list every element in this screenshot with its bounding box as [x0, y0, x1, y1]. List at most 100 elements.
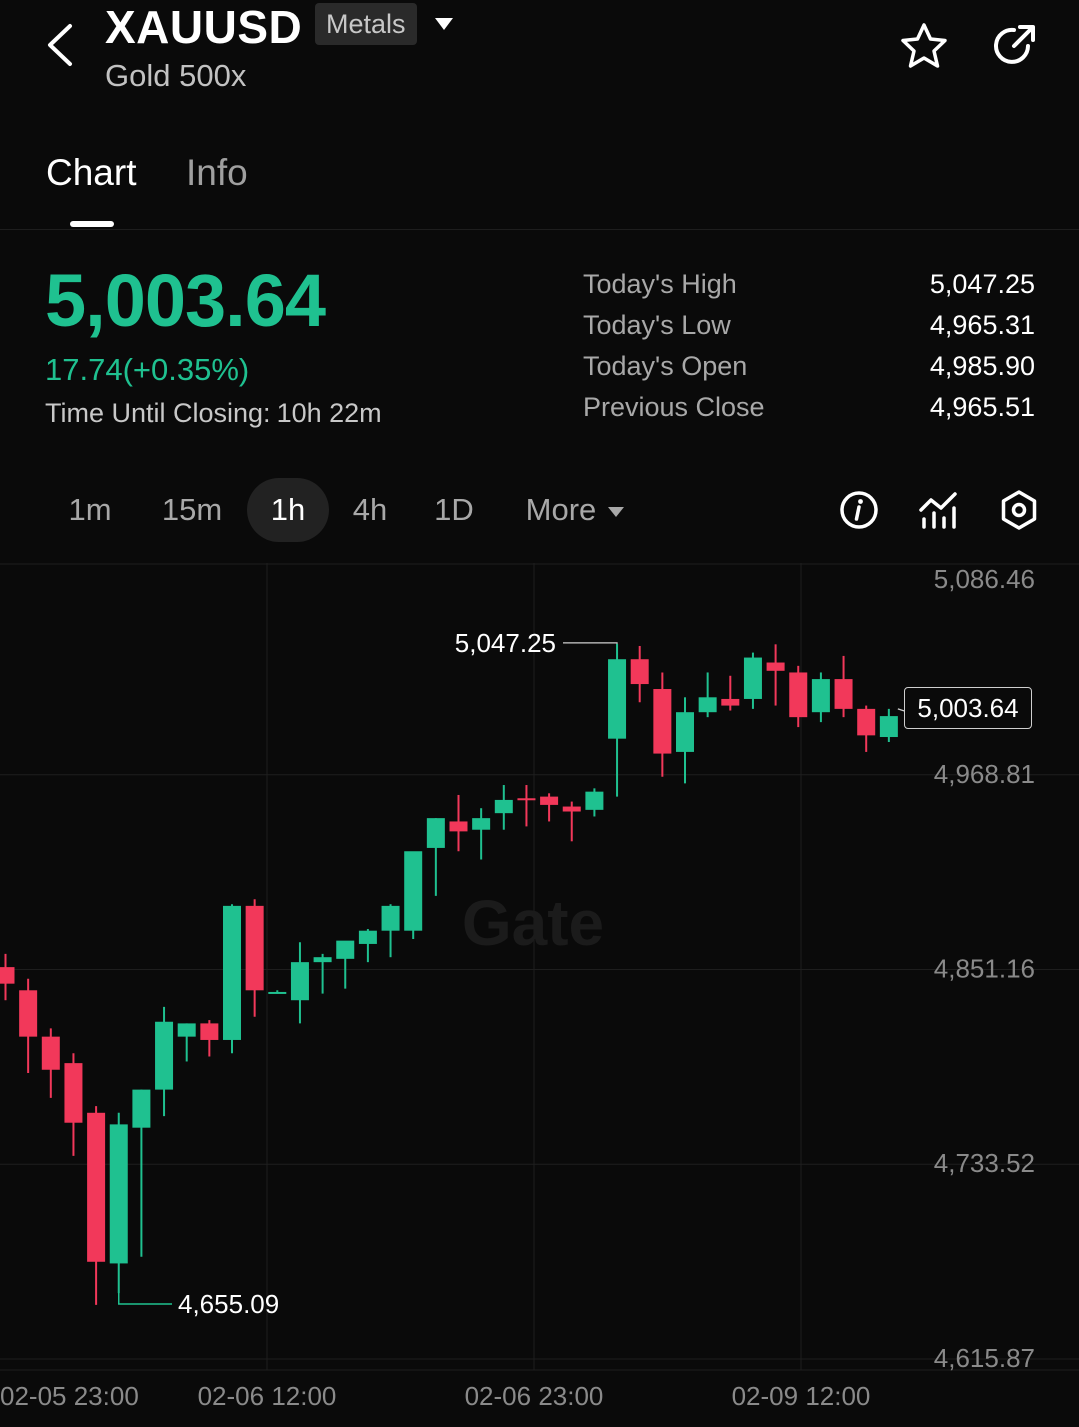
last-price-leader [897, 708, 905, 712]
back-button[interactable] [38, 20, 88, 70]
candle-body [834, 679, 853, 709]
min-price-label: 4,655.09 [178, 1289, 279, 1319]
symbol-dropdown[interactable] [432, 12, 456, 36]
candle [426, 818, 445, 896]
candle [449, 794, 468, 852]
stat-label-prev-close: Previous Close [583, 392, 765, 422]
info-icon [840, 491, 878, 529]
candle-body [223, 905, 241, 1040]
x-axis-labels: 02-05 23:00 02-06 12:00 02-06 23:00 02-09 1… [0, 1381, 870, 1411]
candle-body [608, 659, 627, 739]
candle-body [540, 796, 559, 805]
candle [404, 851, 423, 939]
max-price-label: 5,047.25 [455, 628, 556, 658]
y-tick-label: 4,968.81 [934, 759, 1035, 789]
x-tick-label: 02-05 23:00 [0, 1381, 139, 1411]
time-until-closing: Time Until Closing: 10h 22m [45, 398, 382, 429]
tab-chart[interactable]: Chart [46, 152, 137, 193]
candle-body [879, 716, 898, 738]
candle [177, 1023, 196, 1062]
share-button[interactable] [988, 20, 1040, 72]
stat-label-high: Today's High [583, 269, 737, 299]
candle-body [426, 818, 445, 848]
chart-watermark: Gate [462, 887, 604, 959]
interval-1h[interactable]: 1h [247, 478, 329, 542]
candle-body [585, 791, 604, 810]
candle-body [109, 1124, 128, 1264]
candle [358, 929, 377, 963]
candlestick-chart[interactable]: Gate 5,086.46 4,968.81 4,851.16 4,733.52 4,6… [0, 563, 1079, 1427]
candle [155, 1006, 174, 1117]
candle-body [155, 1021, 174, 1090]
interval-more[interactable]: More [510, 478, 640, 542]
caret-down-icon [435, 18, 453, 30]
candle-body [0, 967, 15, 984]
candle [41, 1028, 60, 1098]
indicators-icon [919, 492, 957, 529]
y-tick-label: 4,851.16 [934, 954, 1035, 984]
chart-annotations: 5,047.25 4,655.09 [118, 628, 905, 1319]
candle [132, 1089, 151, 1257]
price-change: 17.74(+0.35%) [45, 352, 250, 387]
category-badge: Metals [315, 3, 417, 45]
interval-4h[interactable]: 4h [352, 492, 388, 527]
caret-down-icon [608, 506, 625, 517]
candle [336, 940, 355, 989]
candle-body [177, 1023, 196, 1037]
candle-body [472, 818, 491, 830]
max-price-leader [563, 642, 618, 644]
candle-body [630, 659, 649, 685]
candle [834, 655, 853, 718]
stat-value-prev-close: 4,965.51 [929, 392, 1035, 422]
y-tick-label: 4,615.87 [934, 1343, 1035, 1373]
back-arrow-icon [48, 24, 72, 66]
candle [653, 672, 672, 777]
min-price-leader [118, 1263, 172, 1305]
candle [743, 652, 762, 709]
stat-label-open: Today's Open [583, 351, 748, 381]
candle [472, 808, 491, 860]
candle-body [313, 957, 332, 963]
interval-15m[interactable]: 15m [161, 492, 223, 527]
indicators-button[interactable] [917, 488, 961, 532]
stat-value-high: 5,047.25 [929, 269, 1035, 299]
y-axis-labels: 5,086.46 4,968.81 4,851.16 4,733.52 4,615.87 [934, 564, 1035, 1373]
candle [811, 672, 830, 723]
candle-body [358, 930, 377, 944]
tab-info[interactable]: Info [186, 152, 248, 193]
candle [64, 1053, 83, 1156]
candle [494, 785, 513, 830]
interval-1m[interactable]: 1m [68, 492, 112, 527]
candle [630, 645, 649, 703]
x-tick-label: 02-06 23:00 [465, 1381, 604, 1411]
candle-body [698, 697, 717, 713]
candle [766, 644, 785, 706]
last-price-tag: 5,003.64 [904, 687, 1032, 729]
tab-active-indicator [70, 221, 114, 227]
candle [857, 705, 876, 752]
star-icon [901, 23, 947, 68]
candle [290, 942, 309, 1024]
candle-body [789, 672, 808, 718]
candle-body [743, 657, 762, 699]
last-price: 5,003.64 [45, 259, 326, 342]
candle [381, 904, 400, 958]
candle-body [381, 905, 400, 931]
candle-body [766, 662, 785, 671]
candle [245, 899, 264, 1017]
candle-body [721, 698, 740, 706]
interval-1d[interactable]: 1D [434, 492, 474, 527]
more-label: More [525, 492, 597, 527]
favorite-button[interactable] [898, 20, 950, 72]
candle-body [494, 799, 513, 814]
candle-body [336, 940, 355, 959]
candle [0, 953, 15, 1001]
candle-body [517, 798, 536, 801]
candle [19, 978, 38, 1074]
candle-body [268, 991, 287, 994]
settings-button[interactable] [997, 488, 1041, 532]
candle [608, 643, 627, 797]
info-button[interactable] [837, 488, 881, 532]
candle [200, 1020, 219, 1057]
y-tick-label: 5,086.46 [934, 564, 1035, 594]
